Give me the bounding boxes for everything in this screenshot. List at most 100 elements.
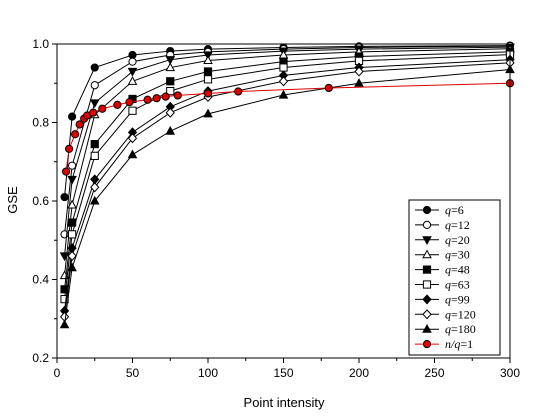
legend-marker <box>422 205 432 215</box>
y-axis-label: GSE <box>5 186 20 214</box>
legend-label: q=63 <box>445 278 470 292</box>
x-tick-label: 0 <box>54 366 61 380</box>
series-q-30 <box>59 43 515 280</box>
series-q-63 <box>60 50 515 304</box>
legend-marker <box>422 236 432 245</box>
legend-entry: q=99 <box>415 292 470 306</box>
series-q-180 <box>59 64 515 329</box>
legend-label: n/q=1 <box>445 337 473 351</box>
legend-entry: q=20 <box>415 233 470 247</box>
legend-entry: q=63 <box>415 278 470 292</box>
data-point <box>203 75 213 84</box>
legend-marker <box>422 294 432 305</box>
data-point <box>203 89 213 98</box>
data-point <box>127 149 138 159</box>
series-n-q-1 <box>61 79 515 176</box>
data-point <box>127 67 138 77</box>
legend-entry: q=180 <box>415 322 476 336</box>
data-point <box>143 95 152 104</box>
data-point <box>67 250 77 262</box>
data-point <box>71 130 80 139</box>
y-tick-label: 0.2 <box>32 351 49 365</box>
data-point <box>324 83 333 93</box>
data-point <box>64 144 74 153</box>
data-point <box>125 97 134 107</box>
data-point <box>98 104 107 113</box>
data-point <box>68 161 77 170</box>
data-point <box>75 120 84 129</box>
legend-label: q=20 <box>445 233 470 247</box>
y-tick-label: 1.0 <box>32 37 49 51</box>
data-point <box>68 112 77 121</box>
legend-marker <box>422 324 432 333</box>
legend-label: q=12 <box>445 218 470 232</box>
data-point <box>279 63 288 72</box>
data-point <box>234 87 243 96</box>
data-point <box>127 76 138 85</box>
x-tick-label: 250 <box>424 366 444 380</box>
data-point <box>128 106 137 115</box>
data-point <box>128 50 137 60</box>
legend-marker <box>422 265 432 274</box>
legend-entry: q=12 <box>415 218 470 232</box>
data-point <box>128 57 137 66</box>
x-tick-label: 50 <box>126 366 140 380</box>
data-point <box>165 56 176 65</box>
axes: 0 50 100 150 200 250 300 0.2 0.4 0.6 0.8 1.0 <box>32 37 520 380</box>
legend-marker <box>422 340 432 349</box>
data-point <box>166 87 175 96</box>
data-point <box>173 91 182 100</box>
x-tick-label: 200 <box>349 366 369 380</box>
data-point <box>203 108 213 118</box>
data-point <box>113 100 122 109</box>
data-point <box>165 125 176 135</box>
series-q-99 <box>59 54 515 316</box>
y-tick-label: 0.8 <box>32 116 49 130</box>
y-tick-label: 0.6 <box>32 194 49 208</box>
data-point <box>90 81 99 90</box>
legend-label: q=6 <box>445 203 464 217</box>
legend-entry: q=120 <box>415 307 476 321</box>
legend-marker <box>422 220 432 229</box>
x-tick-label: 100 <box>198 366 218 380</box>
data-point <box>60 192 69 202</box>
legend: q=6q=12q=20q=30q=48q=63q=99q=120q=180n/q… <box>408 199 501 356</box>
y-tick-label: 0.4 <box>32 273 49 287</box>
data-point <box>354 66 364 77</box>
legend-label: q=180 <box>445 322 476 336</box>
legend-entry: q=6 <box>415 203 464 217</box>
data-point <box>67 262 77 272</box>
x-tick-label: 300 <box>500 366 520 380</box>
data-point <box>278 89 289 99</box>
data-point <box>67 175 77 185</box>
x-tick-label: 150 <box>273 366 293 380</box>
x-axis-label: Point intensity <box>244 395 325 410</box>
legend-entry: q=48 <box>415 263 470 277</box>
legend-label: q=99 <box>445 292 470 306</box>
legend-label: q=120 <box>445 307 476 321</box>
data-point <box>90 139 99 149</box>
data-point <box>89 99 100 109</box>
data-point <box>203 55 213 65</box>
data-point <box>68 230 77 239</box>
data-point <box>90 63 99 72</box>
data-point <box>90 151 99 160</box>
data-point <box>61 167 71 176</box>
series-q-120 <box>59 57 515 322</box>
legend-marker <box>422 249 432 259</box>
data-point <box>166 77 175 86</box>
data-point <box>354 78 364 87</box>
data-point <box>59 319 70 329</box>
legend-entry: n/q=1 <box>415 337 473 351</box>
data-point <box>67 199 77 209</box>
legend-label: q=30 <box>445 248 470 262</box>
legend-marker <box>422 280 432 289</box>
data-point <box>89 195 100 205</box>
data-point <box>278 76 289 87</box>
data-point <box>89 108 98 117</box>
data-point <box>152 94 161 103</box>
legend-label: q=48 <box>445 263 470 277</box>
data-point <box>161 92 170 101</box>
plot-area <box>59 41 515 329</box>
